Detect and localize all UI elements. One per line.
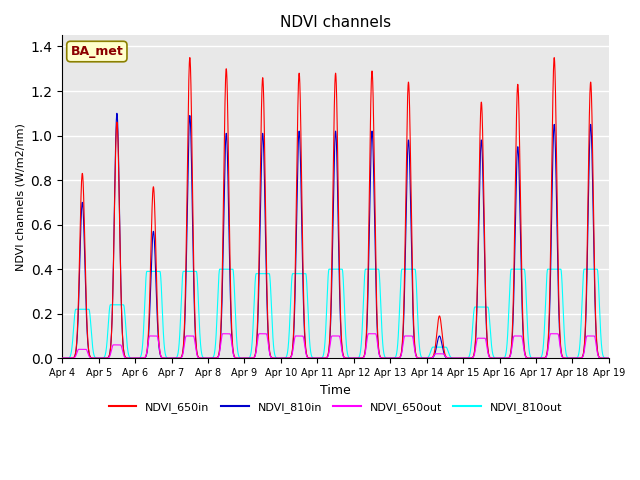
Text: BA_met: BA_met — [70, 45, 124, 58]
Y-axis label: NDVI channels (W/m2/nm): NDVI channels (W/m2/nm) — [15, 123, 25, 271]
Legend: NDVI_650in, NDVI_810in, NDVI_650out, NDVI_810out: NDVI_650in, NDVI_810in, NDVI_650out, NDV… — [104, 397, 567, 417]
Title: NDVI channels: NDVI channels — [280, 15, 391, 30]
X-axis label: Time: Time — [320, 384, 351, 396]
